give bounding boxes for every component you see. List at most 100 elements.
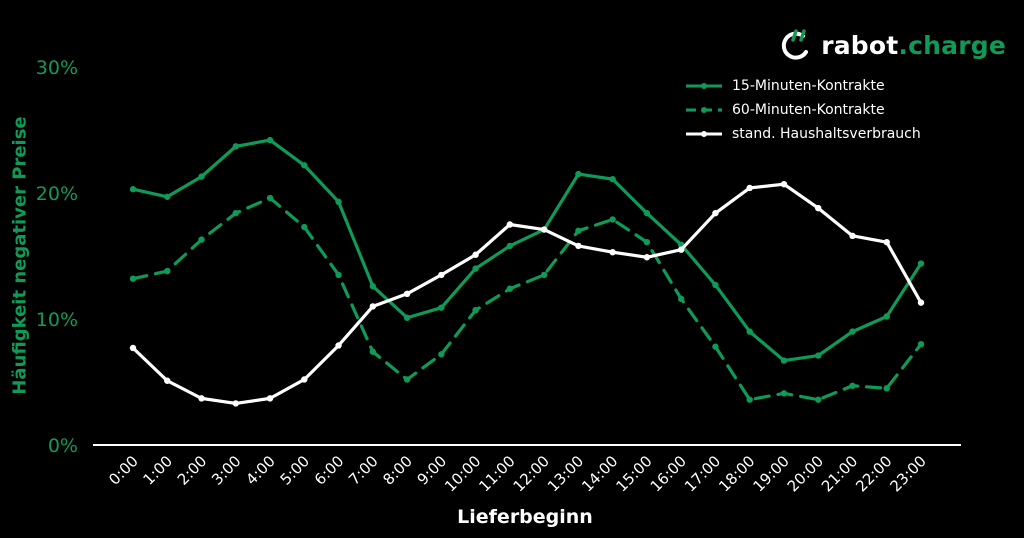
y-tick-label: 30% (36, 57, 78, 79)
x-tick-label: 10:00 (441, 452, 484, 495)
x-axis-ticks: 0:001:002:003:004:005:006:007:008:009:00… (105, 452, 930, 495)
x-tick-label: 2:00 (174, 452, 211, 489)
data-point (198, 395, 205, 402)
x-tick-label: 20:00 (784, 452, 827, 495)
legend-item: 15-Minuten-Kontrakte (686, 74, 921, 98)
data-point (609, 249, 616, 256)
data-point (917, 299, 925, 306)
series-3 (129, 180, 925, 407)
y-axis-ticks: 0% 10% 20% 30% (36, 57, 78, 457)
data-point (369, 303, 377, 310)
data-point (301, 376, 308, 383)
series-line (131, 138, 923, 363)
data-point (643, 238, 651, 246)
data-point (746, 396, 753, 403)
series-layer (129, 136, 925, 407)
data-point (266, 136, 274, 144)
data-point (129, 186, 137, 193)
x-tick-label: 6:00 (311, 452, 348, 489)
data-point (712, 343, 719, 350)
legend-item: stand. Haushaltsverbrauch (686, 122, 921, 146)
data-point (129, 275, 137, 282)
y-axis-label: Häufigkeit negativer Preise (9, 116, 31, 395)
legend-swatch-solid-green (686, 83, 722, 89)
plug-c-icon (782, 29, 809, 60)
data-point (472, 306, 479, 314)
data-point (849, 328, 856, 335)
x-tick-label: 11:00 (475, 452, 518, 495)
data-point (883, 385, 890, 392)
legend-label: 60-Minuten-Kontrakte (732, 102, 885, 118)
data-point (540, 226, 548, 233)
legend-label: stand. Haushaltsverbrauch (732, 126, 921, 142)
brand-logo: rabot.charge (779, 28, 1006, 62)
data-point (712, 281, 719, 289)
data-point (575, 242, 582, 250)
x-tick-label: 4:00 (242, 452, 279, 489)
data-point (335, 342, 342, 349)
x-tick-label: 14:00 (578, 452, 621, 495)
series-1 (129, 136, 925, 364)
x-tick-label: 1:00 (140, 452, 177, 489)
y-tick-label: 10% (36, 309, 78, 331)
data-point (403, 314, 411, 321)
x-axis-label: Lieferbeginn (457, 506, 593, 528)
data-point (198, 173, 205, 180)
y-tick-label: 20% (36, 183, 78, 205)
x-tick-label: 8:00 (379, 452, 416, 489)
data-point (609, 216, 616, 223)
x-tick-label: 3:00 (208, 452, 245, 489)
x-tick-label: 22:00 (852, 452, 895, 495)
data-point (643, 254, 651, 261)
data-point (198, 236, 205, 243)
data-point (815, 204, 822, 212)
data-point (129, 344, 137, 352)
data-point (712, 209, 719, 217)
legend-item: 60-Minuten-Kontrakte (686, 98, 921, 122)
data-point (849, 382, 856, 389)
data-point (815, 396, 822, 403)
data-point (266, 194, 274, 202)
data-point (472, 251, 479, 258)
data-point (746, 184, 753, 192)
legend-swatch-solid-white (686, 131, 722, 137)
data-point (232, 143, 239, 150)
legend-label: 15-Minuten-Kontrakte (732, 78, 885, 94)
x-tick-label: 17:00 (681, 452, 724, 495)
data-point (506, 242, 514, 250)
data-point (472, 265, 479, 272)
data-point (746, 328, 753, 335)
data-point (883, 238, 890, 246)
y-tick-label: 0% (48, 435, 78, 457)
data-point (301, 223, 308, 231)
data-point (164, 193, 171, 200)
data-point (438, 351, 445, 358)
data-point (335, 198, 342, 206)
legend: 15-Minuten-Kontrakte 60-Minuten-Kontrakt… (686, 74, 921, 146)
data-point (575, 170, 582, 178)
data-point (164, 267, 171, 275)
data-point (917, 260, 925, 267)
data-point (575, 227, 582, 234)
data-point (232, 209, 239, 217)
data-point (335, 271, 342, 279)
data-point (506, 285, 514, 292)
x-tick-label: 19:00 (749, 452, 792, 495)
data-point (849, 232, 856, 240)
x-tick-label: 15:00 (612, 452, 655, 495)
data-point (780, 390, 788, 397)
x-tick-label: 16:00 (647, 452, 690, 495)
data-point (609, 175, 616, 183)
data-point (438, 304, 445, 311)
x-tick-label: 0:00 (105, 452, 142, 489)
data-point (403, 290, 411, 297)
data-point (677, 246, 685, 253)
series-line (131, 182, 923, 406)
data-point (643, 209, 651, 217)
series-line (131, 196, 923, 402)
data-point (164, 377, 171, 384)
data-point (438, 271, 445, 279)
x-tick-label: 7:00 (345, 452, 382, 489)
legend-swatch-dashed-green (686, 107, 722, 113)
data-point (815, 352, 822, 359)
